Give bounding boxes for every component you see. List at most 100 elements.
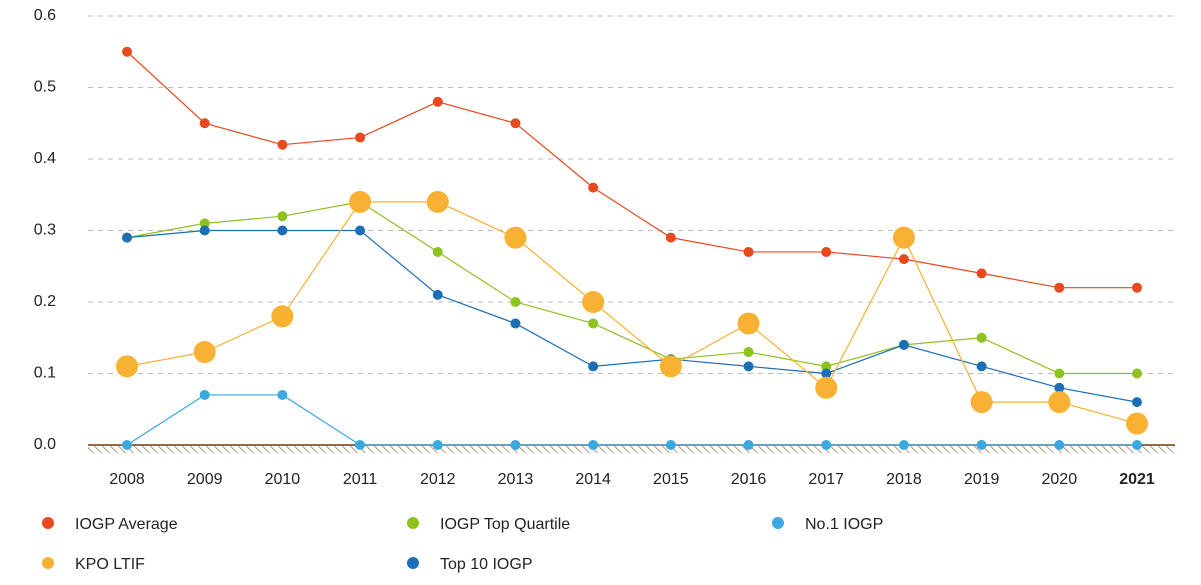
data-point xyxy=(277,389,288,400)
legend-marker xyxy=(42,517,54,529)
data-point xyxy=(665,232,676,243)
data-point xyxy=(743,440,754,450)
data-point xyxy=(743,246,754,257)
data-point xyxy=(1126,412,1148,435)
y-tick-label: 0.0 xyxy=(34,436,56,453)
x-tick-label: 2015 xyxy=(653,471,689,488)
series xyxy=(122,389,1142,450)
data-point xyxy=(582,291,605,313)
data-point xyxy=(1132,368,1142,379)
data-point xyxy=(1054,382,1065,393)
data-point xyxy=(1132,282,1142,293)
data-point xyxy=(122,440,132,450)
legend-label: IOGP Top Quartile xyxy=(440,516,570,533)
x-tick-label: 2017 xyxy=(808,471,844,488)
x-tick-label: 2020 xyxy=(1042,471,1078,488)
legend-marker xyxy=(772,517,784,529)
data-point xyxy=(1132,440,1142,450)
x-tick-label: 2016 xyxy=(731,471,767,488)
data-point xyxy=(815,376,838,399)
data-point xyxy=(193,341,216,364)
x-tick-label: 2018 xyxy=(886,471,922,488)
data-point xyxy=(665,440,676,450)
data-point xyxy=(898,440,909,450)
series-line xyxy=(126,51,1137,289)
data-point xyxy=(1048,391,1071,414)
data-point xyxy=(432,440,443,450)
series xyxy=(122,196,1142,379)
data-point xyxy=(432,289,443,300)
data-point xyxy=(976,332,987,343)
y-tick-label: 0.3 xyxy=(34,222,56,239)
x-tick-label: 2009 xyxy=(187,471,223,488)
data-point xyxy=(199,389,210,400)
data-point xyxy=(1054,282,1065,293)
data-point xyxy=(1054,368,1065,379)
series xyxy=(122,46,1142,293)
data-point xyxy=(122,46,132,57)
series-line xyxy=(126,201,1137,375)
data-point xyxy=(976,440,987,450)
data-point xyxy=(349,190,372,213)
data-point xyxy=(898,254,909,265)
data-point xyxy=(1054,440,1065,450)
data-point xyxy=(122,232,132,243)
y-tick-label: 0.4 xyxy=(34,150,56,167)
data-point xyxy=(743,347,754,358)
data-point xyxy=(821,368,832,379)
data-point xyxy=(976,268,987,279)
data-point xyxy=(588,182,599,193)
legend-marker xyxy=(42,557,54,569)
data-point xyxy=(743,361,754,372)
data-point xyxy=(432,96,443,107)
data-point xyxy=(892,226,915,249)
data-point xyxy=(976,361,987,372)
data-point xyxy=(1132,397,1142,408)
data-point xyxy=(199,218,210,229)
data-point xyxy=(355,440,366,450)
x-tick-label: 2012 xyxy=(420,471,456,488)
data-point xyxy=(588,318,599,329)
x-tick-label: 2014 xyxy=(575,471,611,488)
data-point xyxy=(116,355,138,378)
x-tick-label: 2019 xyxy=(964,471,1000,488)
y-tick-label: 0.1 xyxy=(34,365,56,382)
legend-label: IOGP Average xyxy=(75,516,178,533)
legend-marker xyxy=(407,517,419,529)
series-line xyxy=(126,394,1137,446)
data-point xyxy=(510,318,521,329)
legend-label: KPO LTIF xyxy=(75,556,145,573)
x-tick-label: 2021 xyxy=(1119,471,1155,488)
data-point xyxy=(277,225,288,236)
data-point xyxy=(426,190,449,213)
data-point xyxy=(588,361,599,372)
data-point xyxy=(510,440,521,450)
ground-hatch xyxy=(88,445,1175,453)
x-tick-label: 2008 xyxy=(109,471,145,488)
data-point xyxy=(588,440,599,450)
data-point xyxy=(277,139,288,150)
legend-label: Top 10 IOGP xyxy=(440,556,533,573)
data-point xyxy=(504,226,527,249)
series-line xyxy=(126,229,1138,403)
data-point xyxy=(355,132,366,143)
data-point xyxy=(821,361,832,372)
data-point xyxy=(970,391,993,414)
data-point xyxy=(510,297,521,307)
data-point xyxy=(199,225,210,236)
data-point xyxy=(510,118,521,129)
x-tick-label: 2011 xyxy=(343,471,378,488)
legend-label: No.1 IOGP xyxy=(805,516,883,533)
data-point xyxy=(355,225,366,236)
y-tick-label: 0.6 xyxy=(34,7,56,24)
data-point xyxy=(199,118,210,129)
series xyxy=(116,190,1148,435)
x-tick-label: 2010 xyxy=(265,471,301,488)
series-line xyxy=(126,201,1138,425)
legend-marker xyxy=(407,557,419,569)
y-tick-label: 0.5 xyxy=(34,79,56,96)
data-point xyxy=(737,312,760,335)
y-tick-label: 0.2 xyxy=(34,293,56,310)
data-point xyxy=(277,211,288,222)
